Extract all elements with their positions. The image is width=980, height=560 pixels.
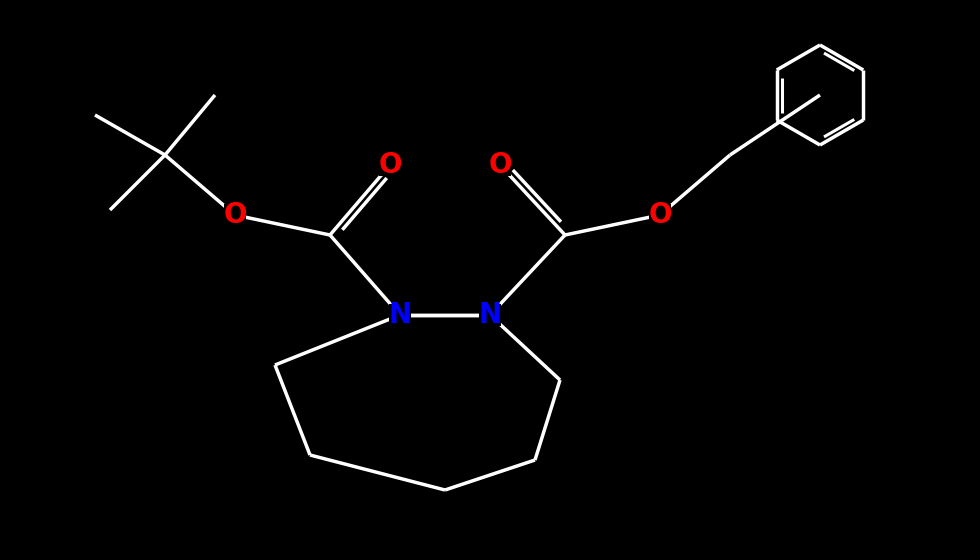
Text: O: O (488, 151, 512, 179)
FancyBboxPatch shape (224, 204, 246, 226)
Text: N: N (478, 301, 502, 329)
FancyBboxPatch shape (389, 304, 411, 326)
FancyBboxPatch shape (489, 154, 511, 176)
Text: N: N (388, 301, 412, 329)
Text: O: O (648, 201, 671, 229)
FancyBboxPatch shape (379, 154, 401, 176)
Text: O: O (378, 151, 402, 179)
Text: O: O (223, 201, 247, 229)
FancyBboxPatch shape (479, 304, 501, 326)
FancyBboxPatch shape (649, 204, 671, 226)
